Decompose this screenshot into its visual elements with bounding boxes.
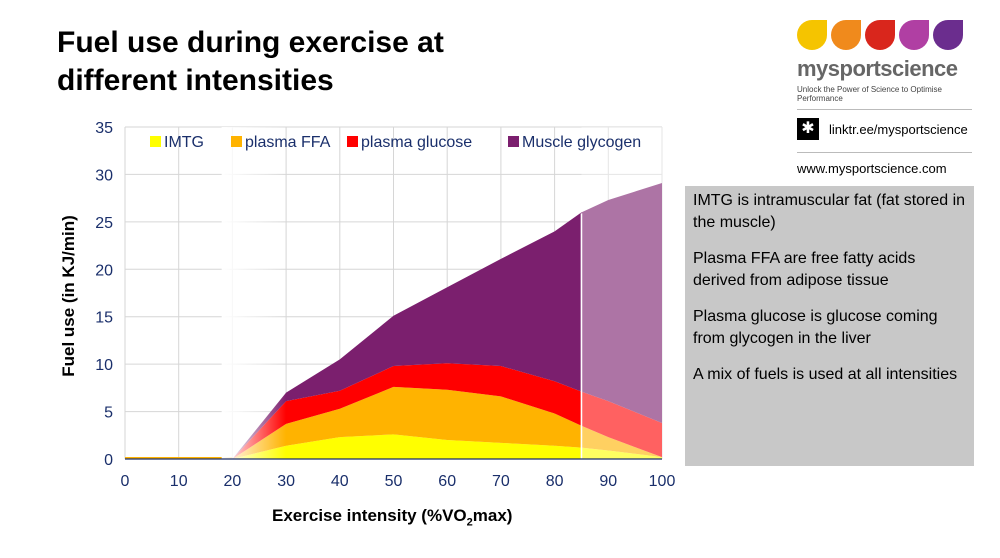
y-tick-15: 15	[95, 310, 113, 327]
stacked-areas	[232, 182, 662, 460]
logo-drop-red	[865, 20, 895, 50]
x-tick-50: 50	[385, 473, 403, 490]
info-imtg: IMTG is intramuscular fat (fat stored in…	[693, 192, 966, 231]
area-muscle-glycogen	[232, 182, 662, 460]
legend-swatch-3	[508, 136, 519, 147]
title-line-1: Fuel use during exercise at	[57, 26, 444, 59]
brand-tagline: Unlock the Power of Science to Optimise …	[797, 85, 942, 103]
legend-item-imtg: IMTG	[150, 134, 204, 151]
area-plasma-ffa	[232, 386, 662, 459]
legend-label-3: Muscle glycogen	[522, 134, 641, 151]
info-box: IMTG is intramuscular fat (fat stored in…	[685, 186, 974, 466]
legend-label-1: plasma FFA	[245, 134, 331, 151]
info-mix: A mix of fuels is used at all intensitie…	[693, 366, 958, 383]
y-tick-25: 25	[95, 215, 113, 232]
legend-item-muscle-glycogen: Muscle glycogen	[508, 134, 641, 151]
x-tick-40: 40	[331, 473, 349, 490]
y-tick-20: 20	[95, 262, 113, 279]
y-tick-35: 35	[95, 120, 113, 137]
area-imtg	[232, 434, 662, 459]
area-plasma-glucose	[232, 363, 662, 459]
website-link[interactable]: www.mysportscience.com	[797, 161, 947, 176]
chart-overlays	[125, 127, 663, 460]
divider-top	[797, 109, 972, 110]
brand-name: mysportscience	[797, 56, 958, 81]
x-tick-90: 90	[599, 473, 617, 490]
x-axis-label: Exercise intensity (%VO2max)	[272, 506, 513, 529]
logo-drop-magenta	[899, 20, 929, 50]
low-intensity-baseline	[125, 457, 233, 459]
legend-item-plasma-ffa: plasma FFA	[231, 134, 331, 151]
logo-drops	[797, 20, 977, 54]
logo-drop-yellow	[797, 20, 827, 50]
x-tick-70: 70	[492, 473, 510, 490]
legend-swatch-0	[150, 136, 161, 147]
legend-swatch-1	[231, 136, 242, 147]
x-tick-20: 20	[224, 473, 242, 490]
x-tick-0: 0	[121, 473, 130, 490]
x-tick-80: 80	[546, 473, 564, 490]
low-intensity-fade	[221, 127, 287, 459]
mysportscience-logo: mysportscience Unlock the Power of Scien…	[797, 20, 977, 103]
title-line-2: different intensities	[57, 64, 334, 97]
divider-bottom	[797, 152, 972, 153]
linktree-row[interactable]: ✱ linktr.ee/mysportscience	[797, 118, 968, 140]
y-tick-10: 10	[95, 357, 113, 374]
y-tick-labels: 0 5 10 15 20 25 30 35	[95, 120, 113, 469]
extrapolated-region	[581, 127, 663, 460]
x-tick-60: 60	[438, 473, 456, 490]
legend-swatch-2	[347, 136, 358, 147]
legend-label-0: IMTG	[164, 134, 204, 151]
chart-legend: IMTG plasma FFA plasma glucose Muscle glyco…	[150, 134, 641, 151]
y-tick-5: 5	[104, 405, 113, 422]
x-tick-10: 10	[170, 473, 188, 490]
y-tick-30: 30	[95, 167, 113, 184]
logo-drop-orange	[831, 20, 861, 50]
legend-item-plasma-glucose: plasma glucose	[347, 134, 472, 151]
logo-drop-purple	[933, 20, 963, 50]
info-glucose: Plasma glucose is glucose coming from gl…	[693, 308, 938, 347]
y-tick-0: 0	[104, 452, 113, 469]
legend-label-2: plasma glucose	[361, 134, 472, 151]
linktree-icon: ✱	[797, 118, 819, 140]
linktree-link[interactable]: linktr.ee/mysportscience	[829, 121, 968, 137]
info-ffa: Plasma FFA are free fatty acids derived …	[693, 250, 916, 289]
x-tick-30: 30	[277, 473, 295, 490]
x-tick-100: 100	[649, 473, 676, 490]
page-title: Fuel use during exercise at different in…	[57, 24, 617, 100]
x-tick-labels: 0 10 20 30 40 50 60 70 80 90 100	[121, 473, 676, 490]
